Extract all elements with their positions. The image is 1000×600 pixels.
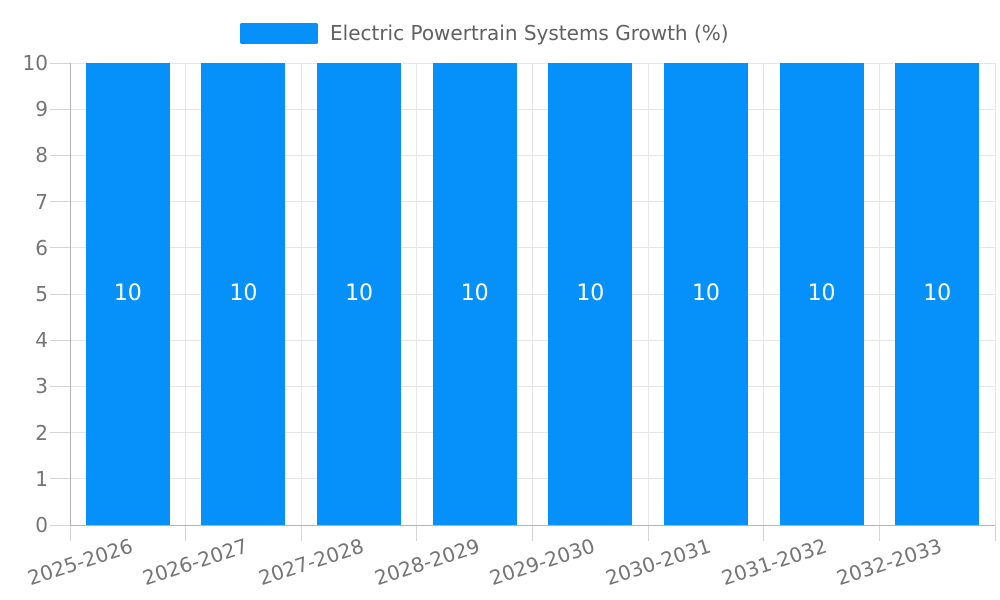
- x-axis-tick: [763, 525, 765, 541]
- bar[interactable]: [432, 63, 517, 525]
- bar-value-label: 10: [923, 281, 952, 306]
- x-axis-tick: [300, 525, 302, 541]
- y-axis-line: [69, 63, 71, 525]
- x-gridline: [878, 63, 880, 525]
- legend-swatch: [240, 22, 318, 44]
- x-gridline: [994, 63, 996, 525]
- y-axis-label: 10: [22, 51, 48, 75]
- bar[interactable]: [317, 63, 402, 525]
- x-axis-line: [70, 524, 995, 526]
- x-gridline: [763, 63, 765, 525]
- y-axis-label: 5: [35, 282, 48, 306]
- x-gridline: [416, 63, 418, 525]
- x-axis-tick: [647, 525, 649, 541]
- legend: Electric Powertrain Systems Growth (%): [240, 21, 729, 45]
- bar[interactable]: [201, 63, 286, 525]
- bar-value-label: 10: [113, 281, 142, 306]
- bar[interactable]: [85, 63, 170, 525]
- y-axis-label: 1: [35, 466, 48, 491]
- x-gridline: [532, 63, 533, 525]
- y-axis-tick: [50, 108, 70, 110]
- y-axis-tick: [50, 432, 70, 434]
- bar-value-label: 10: [229, 281, 258, 306]
- y-axis-tick: [50, 339, 70, 341]
- bar-value-label: 10: [807, 281, 836, 306]
- bar[interactable]: [548, 63, 633, 525]
- x-gridline: [647, 63, 649, 525]
- y-axis-tick: [50, 201, 70, 203]
- x-axis-tick: [69, 525, 71, 541]
- y-axis-label: 3: [35, 374, 48, 399]
- y-axis-label: 6: [35, 235, 48, 260]
- legend-label: Electric Powertrain Systems Growth (%): [330, 21, 729, 45]
- bar[interactable]: [895, 63, 980, 525]
- y-axis-label: 2: [35, 420, 48, 445]
- y-axis-tick: [50, 385, 70, 387]
- y-axis-tick: [50, 293, 70, 295]
- x-axis-tick: [185, 525, 187, 541]
- y-axis-tick: [50, 478, 70, 480]
- bar[interactable]: [663, 63, 748, 525]
- x-gridline: [185, 63, 187, 525]
- bar-value-label: 10: [460, 281, 489, 306]
- y-axis-tick: [50, 524, 70, 526]
- y-axis-label: 0: [35, 513, 48, 537]
- x-axis-tick: [416, 525, 418, 541]
- y-axis-label: 7: [35, 189, 48, 214]
- y-axis-label: 4: [35, 328, 48, 353]
- x-gridline: [300, 63, 302, 525]
- x-axis-tick: [532, 525, 533, 541]
- y-axis-tick: [50, 154, 70, 156]
- bar-value-label: 10: [345, 281, 374, 306]
- y-axis-label: 9: [35, 97, 48, 122]
- bar-value-label: 10: [691, 281, 720, 306]
- legend-item[interactable]: Electric Powertrain Systems Growth (%): [240, 21, 729, 45]
- x-axis-tick: [994, 525, 996, 541]
- bar-value-label: 10: [576, 281, 605, 306]
- x-axis-tick: [878, 525, 880, 541]
- bar[interactable]: [779, 63, 864, 525]
- y-axis-tick: [50, 62, 70, 64]
- y-axis-tick: [50, 247, 70, 249]
- y-axis-label: 8: [35, 143, 48, 168]
